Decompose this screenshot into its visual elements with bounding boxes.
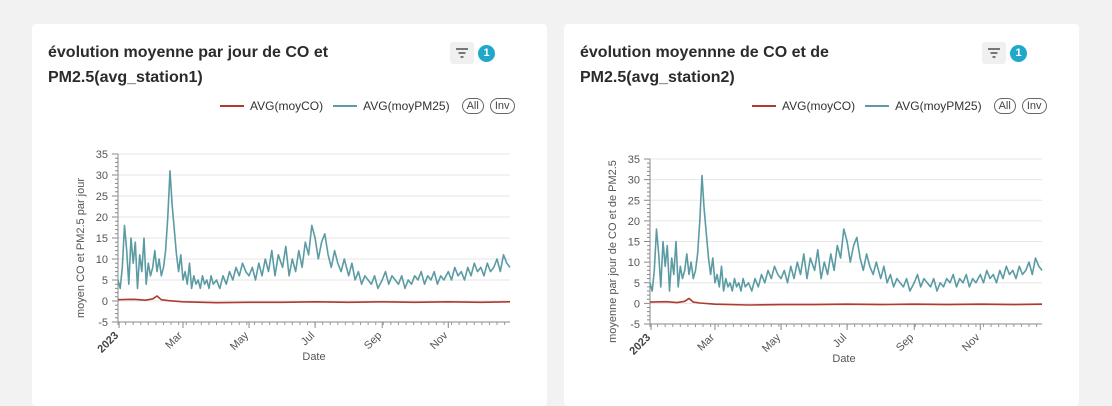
legend-select-all-button[interactable]: All bbox=[993, 98, 1016, 114]
legend-label-co: AVG(moyCO) bbox=[250, 99, 324, 113]
legend-invert-button[interactable]: Inv bbox=[1021, 98, 1047, 114]
x-tick-label: Nov bbox=[960, 331, 983, 354]
legend-swatch-pm25 bbox=[865, 105, 890, 107]
y-tick-label: 35 bbox=[628, 154, 640, 166]
x-axis-title: Date bbox=[832, 353, 855, 365]
x-tick-label: Sep bbox=[362, 330, 384, 352]
series-line-co[interactable] bbox=[649, 297, 1043, 306]
x-tick-label: Jul bbox=[831, 332, 849, 350]
y-tick-label: 10 bbox=[96, 254, 108, 266]
y-tick-label: 25 bbox=[628, 195, 640, 207]
y-tick-label: 0 bbox=[102, 296, 108, 308]
x-tick-label: Sep bbox=[894, 332, 916, 354]
x-tick-label: May bbox=[228, 329, 252, 353]
legend-item-co[interactable]: AVG(moyCO) bbox=[220, 99, 323, 113]
x-tick-label: Mar bbox=[163, 329, 185, 351]
x-tick-label: 2023 bbox=[627, 332, 653, 358]
legend-invert-button[interactable]: Inv bbox=[489, 98, 515, 114]
chart-panel-station1: évolution moyenne par jour de CO et PM2.… bbox=[32, 24, 547, 406]
panel-title: évolution moyenne par jour de CO et PM2.… bbox=[48, 44, 329, 86]
series-line-pm25[interactable] bbox=[649, 174, 1043, 292]
filter-count-badge: 1 bbox=[1010, 44, 1027, 62]
y-axis-title: moyen CO et PM2.5 par jour bbox=[75, 178, 87, 318]
y-tick-label: 10 bbox=[628, 257, 640, 269]
series-line-pm25[interactable] bbox=[117, 170, 511, 290]
legend-item-pm25[interactable]: AVG(moyPM25) bbox=[865, 99, 982, 113]
legend-label-co: AVG(moyCO) bbox=[782, 99, 856, 113]
x-tick-label: 2023 bbox=[95, 330, 121, 356]
filter-control: 1 bbox=[450, 41, 502, 65]
y-tick-label: 20 bbox=[96, 212, 108, 224]
x-tick-label: Jul bbox=[299, 330, 317, 348]
chart-legend: AVG(moyCO) AVG(moyPM25) All Inv bbox=[752, 98, 1051, 114]
legend-label-pm25: AVG(moyPM25) bbox=[895, 99, 982, 113]
y-tick-label: -5 bbox=[630, 319, 640, 331]
y-tick-label: -5 bbox=[98, 317, 108, 329]
legend-swatch-co bbox=[220, 105, 244, 107]
y-tick-label: 5 bbox=[102, 275, 108, 287]
x-tick-label: May bbox=[760, 331, 784, 355]
x-tick-label: Mar bbox=[695, 331, 717, 353]
x-axis-title: Date bbox=[302, 351, 325, 363]
y-tick-label: 20 bbox=[628, 216, 640, 228]
y-tick-label: 15 bbox=[628, 237, 640, 249]
series-line-co[interactable] bbox=[117, 295, 511, 304]
legend-swatch-co bbox=[752, 105, 776, 107]
y-tick-label: 35 bbox=[96, 149, 108, 161]
y-tick-label: 15 bbox=[96, 233, 108, 245]
line-chart: -5 0 5 10 15 20 25 30 35 2023 Mar May Jul Sep Nov moyen… bbox=[607, 154, 1043, 365]
panel-title: évolution moyennne de CO et de PM2.5(avg… bbox=[580, 44, 829, 86]
y-tick-label: 5 bbox=[634, 278, 640, 290]
filter-control: 1 bbox=[982, 41, 1034, 65]
y-tick-label: 0 bbox=[634, 298, 640, 310]
chart-legend: AVG(moyCO) AVG(moyPM25) All Inv bbox=[220, 98, 519, 114]
y-axis-title: moyenne par jour de CO et de PM2.5 bbox=[607, 160, 619, 343]
filter-count-badge: 1 bbox=[478, 44, 495, 62]
filter-icon bbox=[456, 48, 468, 58]
filter-button[interactable] bbox=[450, 42, 474, 64]
filter-button[interactable] bbox=[982, 42, 1006, 64]
y-tick-label: 30 bbox=[96, 170, 108, 182]
legend-item-pm25[interactable]: AVG(moyPM25) bbox=[333, 99, 450, 113]
legend-item-co[interactable]: AVG(moyCO) bbox=[752, 99, 855, 113]
x-tick-label: Nov bbox=[428, 329, 451, 352]
filter-icon bbox=[988, 48, 1000, 58]
legend-swatch-pm25 bbox=[333, 105, 358, 107]
line-chart: -5 0 5 10 15 20 25 30 35 2023 Mar May Jul Sep Nov moyen… bbox=[75, 149, 511, 363]
y-tick-label: 25 bbox=[96, 191, 108, 203]
legend-select-all-button[interactable]: All bbox=[461, 98, 484, 114]
y-tick-label: 30 bbox=[628, 175, 640, 187]
chart-panel-station2: évolution moyennne de CO et de PM2.5(avg… bbox=[564, 24, 1079, 406]
legend-label-pm25: AVG(moyPM25) bbox=[363, 99, 450, 113]
